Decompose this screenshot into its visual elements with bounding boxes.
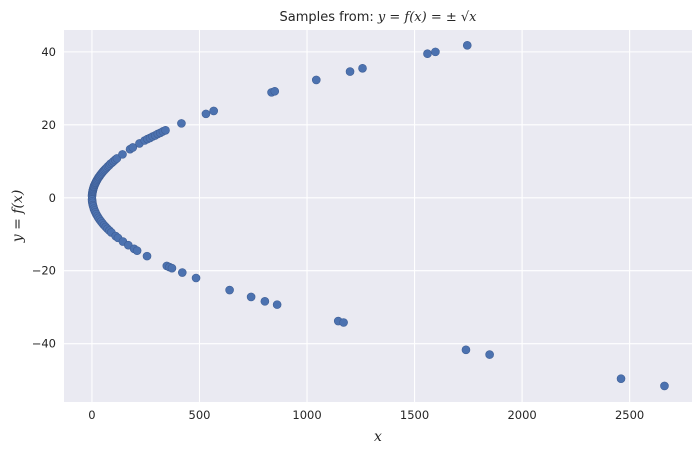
data-point: [225, 285, 234, 295]
data-point: [423, 49, 432, 59]
y-axis-label: y = f(x): [10, 190, 26, 244]
data-point: [270, 86, 280, 96]
y-tick-label: −40: [32, 337, 56, 351]
y-tick-labels: −40 −20 0 20 40: [32, 45, 56, 351]
data-point: [339, 318, 348, 327]
data-points: [87, 41, 669, 391]
y-tick-label: 40: [41, 45, 56, 59]
data-point: [128, 143, 138, 152]
grid-lines: [64, 30, 692, 402]
data-point: [132, 246, 142, 255]
x-tick-label: 1000: [292, 408, 321, 422]
data-point: [177, 119, 186, 128]
data-point: [461, 345, 471, 355]
y-tick-label: −20: [32, 264, 56, 278]
data-point: [201, 109, 211, 119]
x-tick-label: 0: [88, 408, 95, 422]
y-tick-label: 0: [49, 191, 56, 205]
data-point: [311, 75, 321, 85]
data-point: [118, 150, 127, 159]
data-point: [485, 350, 494, 359]
data-point: [462, 41, 472, 50]
data-point: [142, 251, 152, 261]
x-tick-labels: 0 500 1000 1500 2000 2500: [88, 408, 644, 422]
data-point: [191, 273, 201, 283]
data-point: [345, 67, 355, 76]
data-point: [358, 63, 367, 73]
chart-title: Samples from: y = f(x) = ± √x: [279, 10, 477, 25]
data-point: [431, 47, 440, 57]
data-point: [177, 268, 187, 277]
data-point: [660, 381, 669, 391]
plot-background: [64, 30, 692, 402]
x-tick-label: 500: [189, 408, 211, 422]
x-tick-label: 1500: [400, 408, 429, 422]
data-point: [167, 263, 177, 273]
chart-title-math: y = f(x) = ± √x: [377, 10, 477, 25]
data-point: [616, 374, 626, 383]
data-point: [209, 106, 218, 116]
data-point: [246, 292, 256, 302]
data-point: [272, 300, 282, 309]
x-tick-label: 2500: [615, 408, 644, 422]
x-tick-label: 2000: [507, 408, 536, 422]
data-point: [161, 125, 170, 135]
chart-title-prefix: Samples from:: [279, 10, 377, 25]
y-tick-label: 20: [41, 118, 56, 132]
x-axis-label: x: [374, 429, 382, 445]
data-point: [260, 297, 270, 306]
